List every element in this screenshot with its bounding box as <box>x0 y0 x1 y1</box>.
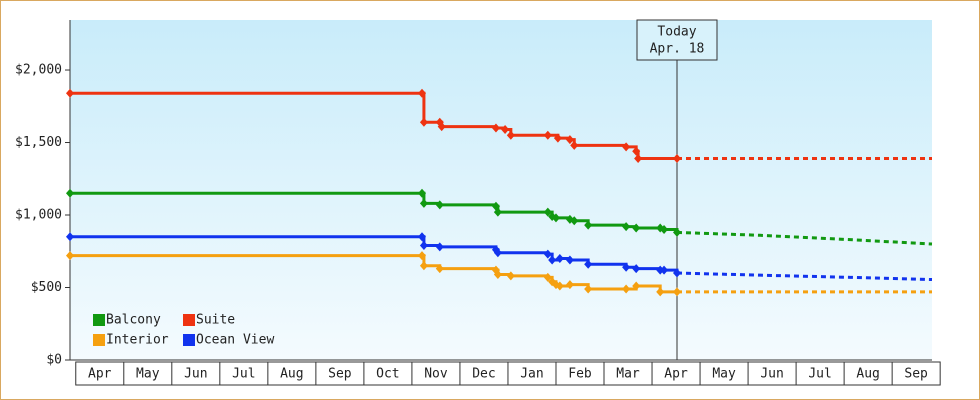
price-point <box>622 142 631 152</box>
price-point <box>501 124 510 134</box>
x-tick-label: May <box>712 367 736 382</box>
plot-area <box>70 20 932 360</box>
x-tick-label: Oct <box>376 367 399 382</box>
price-point <box>66 232 74 242</box>
price-point <box>543 130 552 140</box>
price-point <box>543 249 552 259</box>
y-tick-label: $1,500 <box>15 135 62 150</box>
today-label: Today <box>657 25 696 40</box>
x-tick-label: Jul <box>808 367 831 382</box>
legend-swatch <box>183 314 195 326</box>
x-tick-label: Mar <box>616 367 640 382</box>
x-tick-label: Feb <box>568 367 592 382</box>
price-point <box>584 284 593 294</box>
x-tick-label: Dec <box>472 367 495 382</box>
legend-label: Suite <box>196 313 235 328</box>
price-point <box>622 262 631 272</box>
price-point <box>548 255 557 265</box>
x-tick-label: Jan <box>520 367 543 382</box>
price-point <box>543 207 552 217</box>
price-point <box>493 207 502 217</box>
y-tick-label: $0 <box>46 353 62 368</box>
price-point <box>435 264 444 274</box>
x-tick-label: Jul <box>232 367 255 382</box>
y-tick-label: $500 <box>31 280 62 295</box>
legend-label: Ocean View <box>196 333 274 348</box>
price-point <box>418 88 427 98</box>
forecast-line <box>676 271 933 282</box>
x-tick-label: Apr <box>88 367 112 382</box>
price-point <box>565 135 574 145</box>
price-point <box>419 117 428 127</box>
legend-label: Interior <box>106 333 169 348</box>
price-point <box>419 240 428 250</box>
price-point <box>506 130 515 140</box>
price-point <box>565 280 574 290</box>
legend-swatch <box>183 334 195 346</box>
price-point <box>435 200 444 210</box>
price-point <box>551 213 560 223</box>
price-point <box>419 198 428 208</box>
price-point <box>66 188 74 198</box>
y-tick-label: $2,000 <box>15 63 62 78</box>
price-point <box>656 287 665 297</box>
price-point <box>584 259 593 269</box>
price-point <box>555 254 564 264</box>
x-tick-label: Sep <box>328 367 352 382</box>
price-point <box>493 269 502 279</box>
price-point <box>493 248 502 258</box>
legend-swatch <box>93 334 105 346</box>
price-point <box>418 251 427 261</box>
x-tick-label: Sep <box>904 367 928 382</box>
price-point <box>435 242 444 252</box>
price-point <box>584 220 593 230</box>
today-box <box>636 19 718 61</box>
price-point <box>506 271 515 281</box>
price-point <box>673 268 682 278</box>
x-tick-label: Nov <box>424 367 448 382</box>
x-tick-label: Aug <box>856 367 879 382</box>
price-point <box>66 88 74 98</box>
price-point <box>570 216 579 226</box>
price-point <box>632 281 641 291</box>
x-tick-label: May <box>136 367 160 382</box>
price-point <box>565 255 574 265</box>
price-point <box>673 227 682 237</box>
x-tick-label: Jun <box>760 367 783 382</box>
forecast-line <box>676 230 933 246</box>
price-point <box>660 225 669 235</box>
x-tick-label: Apr <box>664 367 688 382</box>
price-point <box>632 146 641 156</box>
price-point <box>491 123 500 133</box>
price-point <box>634 153 643 163</box>
price-point <box>632 223 641 233</box>
price-point <box>553 133 562 143</box>
price-point <box>570 140 579 150</box>
price-point <box>673 153 682 163</box>
legend-label: Balcony <box>106 313 161 328</box>
price-point <box>418 188 427 198</box>
x-tick-label: Jun <box>184 367 207 382</box>
price-point <box>555 281 564 291</box>
price-point <box>419 261 428 271</box>
price-point <box>543 272 552 282</box>
price-point <box>660 265 669 275</box>
today-date: Apr. 18 <box>650 42 705 57</box>
price-point <box>418 232 427 242</box>
price-point <box>437 122 446 132</box>
price-point <box>632 264 641 274</box>
price-point <box>622 284 631 294</box>
price-point <box>673 287 682 297</box>
y-tick-label: $1,000 <box>15 208 62 223</box>
x-tick-label: Aug <box>280 367 303 382</box>
price-point <box>622 222 631 232</box>
price-point <box>66 251 74 261</box>
legend-swatch <box>93 314 105 326</box>
